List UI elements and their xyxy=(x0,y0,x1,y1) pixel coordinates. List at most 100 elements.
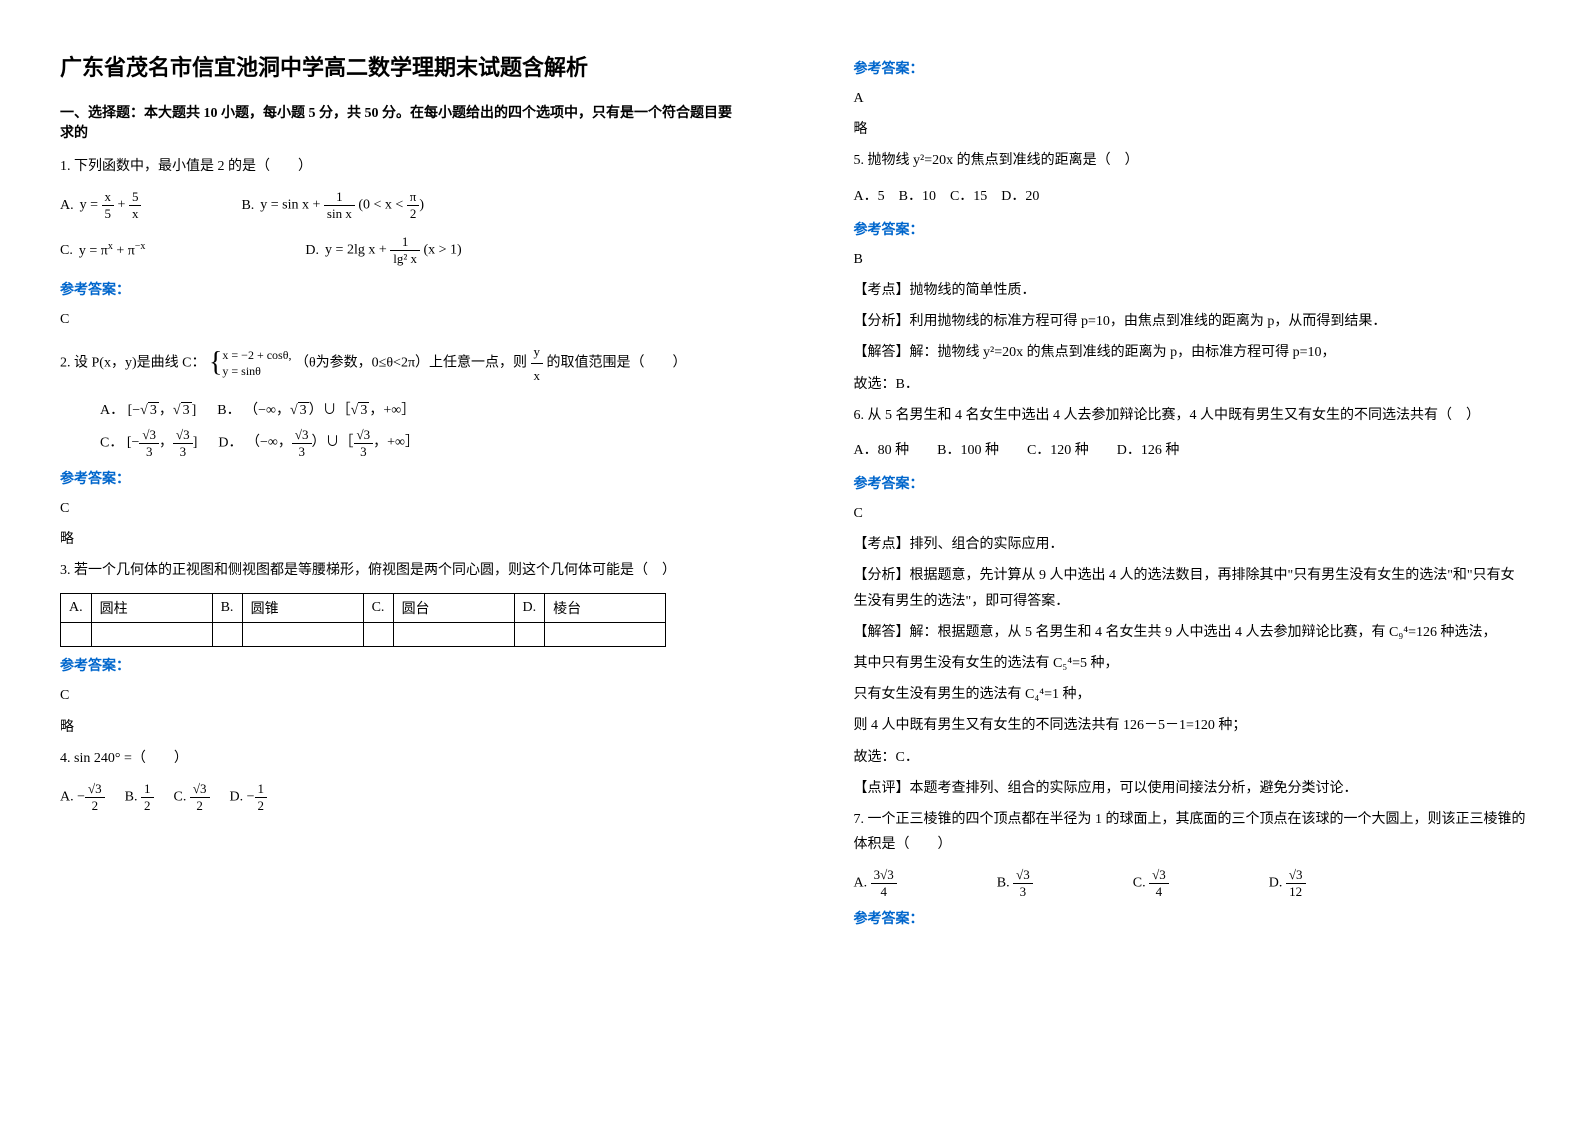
table-cell: 圆台 xyxy=(393,594,514,623)
q6-answer: C xyxy=(854,501,1528,526)
answer-label: 参考答案： xyxy=(854,219,1528,239)
table-cell: 棱台 xyxy=(545,594,666,623)
table-cell: D. xyxy=(514,594,545,623)
q4-answer: A xyxy=(854,86,1528,111)
q5-exp4: 故选：B． xyxy=(854,372,1528,397)
brace-icon: { xyxy=(209,347,222,378)
q7-optB: B. √33 xyxy=(997,867,1033,900)
table-cell: B. xyxy=(212,594,242,623)
q1-option-c: C. y = πx + π−x xyxy=(60,234,145,267)
question-5-text: 5. 抛物线 y²=20x 的焦点到准线的距离是（ ） xyxy=(854,148,1528,173)
q2-optD-label: D． xyxy=(218,435,242,450)
q2-end: 的取值范围是（ ） xyxy=(547,356,687,371)
answer-label: 参考答案： xyxy=(60,655,734,675)
q2-answer: C xyxy=(60,496,734,521)
q1-options-row1: A. y = x5 + 5x B. y = sin x + 1sin x (0 … xyxy=(60,189,734,222)
question-2: 2. 设 P(x，y)是曲线 C： {x = −2 + cosθ,y = sin… xyxy=(60,338,734,388)
q1-option-d: D. y = 2lg x + 1lg² x (x > 1) xyxy=(305,234,461,267)
q4-note: 略 xyxy=(854,117,1528,142)
table-cell: A. xyxy=(61,594,92,623)
q4-options: A. −√32 B. 12 C. √32 D. −12 xyxy=(60,781,734,814)
formula-icon: y = πx + π−x xyxy=(79,241,146,260)
q3-options-table: A. 圆柱 B. 圆锥 C. 圆台 D. 棱台 xyxy=(60,593,666,647)
q4-optC: C. √32 xyxy=(174,781,210,814)
q6-options: A．80 种 B．100 种 C．120 种 D．126 种 xyxy=(854,438,1528,463)
table-cell xyxy=(212,623,242,647)
range-icon: [−√3，√3] xyxy=(128,402,197,418)
q7-options: A. 3√34 B. √33 C. √34 D. √312 xyxy=(854,867,1528,900)
answer-label: 参考答案： xyxy=(854,908,1528,928)
q1-answer: C xyxy=(60,307,734,332)
question-7-text: 7. 一个正三棱锥的四个顶点都在半径为 1 的球面上，其底面的三个顶点在该球的一… xyxy=(854,807,1528,857)
question-6-text: 6. 从 5 名男生和 4 名女生中选出 4 人去参加辩论比赛，4 人中既有男生… xyxy=(854,403,1528,428)
table-cell xyxy=(363,623,393,647)
q5-exp3: 【解答】解：抛物线 y²=20x 的焦点到准线的距离为 p，由标准方程可得 p=… xyxy=(854,340,1528,365)
q6-exp2: 【分析】根据题意，先计算从 9 人中选出 4 人的选法数目，再排除其中"只有男生… xyxy=(854,563,1528,613)
q7-optA: A. 3√34 xyxy=(854,867,897,900)
q4-prefix: 4. xyxy=(60,751,74,766)
case-block: x = −2 + cosθ,y = sinθ xyxy=(222,348,291,379)
q5-exp2: 【分析】利用抛物线的标准方程可得 p=10，由焦点到准线的距离为 p，从而得到结… xyxy=(854,309,1528,334)
q1-optA-label: A. xyxy=(60,198,74,214)
q2-optC-label: C． xyxy=(100,435,123,450)
table-cell: 圆锥 xyxy=(242,594,363,623)
q2-optB-label: B． xyxy=(217,403,240,418)
q1-option-b: B. y = sin x + 1sin x (0 < x < π2) xyxy=(241,189,424,222)
q2-optA-label: A． xyxy=(100,403,124,418)
q6-exp5: 只有女生没有男生的选法有 C₄⁴=1 种， xyxy=(854,682,1528,707)
q6-exp8: 【点评】本题考查排列、组合的实际应用，可以使用间接法分析，避免分类讨论． xyxy=(854,776,1528,801)
q2-prefix: 2. 设 P(x，y)是曲线 C： xyxy=(60,356,205,371)
range-icon: [−√33，√33] xyxy=(127,435,198,450)
question-3-text: 3. 若一个几何体的正视图和侧视图都是等腰梯形，俯视图是两个同心圆，则这个几何体… xyxy=(60,558,734,583)
right-column: 参考答案： A 略 5. 抛物线 y²=20x 的焦点到准线的距离是（ ） A．… xyxy=(794,0,1587,1122)
question-4: 4. sin 240° =（ ） xyxy=(60,746,734,771)
table-cell xyxy=(545,623,666,647)
q7-optD: D. √312 xyxy=(1269,867,1306,900)
q7-optC-label: C. xyxy=(1133,876,1146,891)
table-cell xyxy=(61,623,92,647)
formula-icon: sin 240° xyxy=(74,751,120,766)
frac-icon: yx xyxy=(531,340,544,388)
q7-optD-label: D. xyxy=(1269,876,1283,891)
q2-options-row2: C． [−√33，√33] D． （−∞，√33）∪［√33，+∞］ xyxy=(100,427,734,460)
q2-note: 略 xyxy=(60,527,734,552)
q6-exp7: 故选：C． xyxy=(854,745,1528,770)
q6-exp1: 【考点】排列、组合的实际应用． xyxy=(854,532,1528,557)
q4-optC-label: C. xyxy=(174,790,187,805)
q5-answer: B xyxy=(854,247,1528,272)
range-icon: （−∞，√3）∪［√3，+∞］ xyxy=(244,402,415,418)
q6-exp6: 则 4 人中既有男生又有女生的不同选法共有 126－5－1=120 种； xyxy=(854,713,1528,738)
q3-note: 略 xyxy=(60,715,734,740)
q4-optA: A. −√32 xyxy=(60,781,105,814)
q4-optB-label: B. xyxy=(125,790,138,805)
q4-optA-label: A. xyxy=(60,790,74,805)
q6-exp3: 【解答】解：根据题意，从 5 名男生和 4 名女生共 9 人中选出 4 人去参加… xyxy=(854,620,1528,645)
table-cell xyxy=(242,623,363,647)
answer-label: 参考答案： xyxy=(854,58,1528,78)
answer-label: 参考答案： xyxy=(854,473,1528,493)
q1-option-a: A. y = x5 + 5x xyxy=(60,189,141,222)
formula-icon: y = 2lg x + 1lg² x (x > 1) xyxy=(325,234,462,267)
q5-exp1: 【考点】抛物线的简单性质． xyxy=(854,278,1528,303)
q7-optB-label: B. xyxy=(997,876,1010,891)
q2-suffix: （θ为参数，0≤θ<2π）上任意一点，则 xyxy=(295,356,527,371)
q1-optB-label: B. xyxy=(241,198,254,214)
q4-optB: B. 12 xyxy=(125,781,154,814)
q1-optC-label: C. xyxy=(60,243,73,259)
table-cell xyxy=(393,623,514,647)
range-icon: （−∞，√33）∪［√33，+∞］ xyxy=(246,435,419,450)
q1-optD-label: D. xyxy=(305,243,319,259)
left-column: 广东省茂名市信宜池洞中学高二数学理期末试题含解析 一、选择题：本大题共 10 小… xyxy=(0,0,794,1122)
q4-optD-label: D. xyxy=(230,790,244,805)
table-cell xyxy=(514,623,545,647)
section-1-header: 一、选择题：本大题共 10 小题，每小题 5 分，共 50 分。在每小题给出的四… xyxy=(60,102,734,142)
document-title: 广东省茂名市信宜池洞中学高二数学理期末试题含解析 xyxy=(60,50,734,82)
q4-suffix: =（ ） xyxy=(124,751,188,766)
q5-options: A．5 B．10 C．15 D．20 xyxy=(854,184,1528,209)
question-1-text: 1. 下列函数中，最小值是 2 的是（ ） xyxy=(60,154,734,179)
q1-options-row2: C. y = πx + π−x D. y = 2lg x + 1lg² x (x… xyxy=(60,234,734,267)
q4-optD: D. −12 xyxy=(230,781,268,814)
q2-options-row1: A． [−√3，√3] B． （−∞，√3）∪［√3，+∞］ xyxy=(100,399,734,419)
q6-exp4: 其中只有男生没有女生的选法有 C₅⁴=5 种， xyxy=(854,651,1528,676)
q7-optC: C. √34 xyxy=(1133,867,1169,900)
